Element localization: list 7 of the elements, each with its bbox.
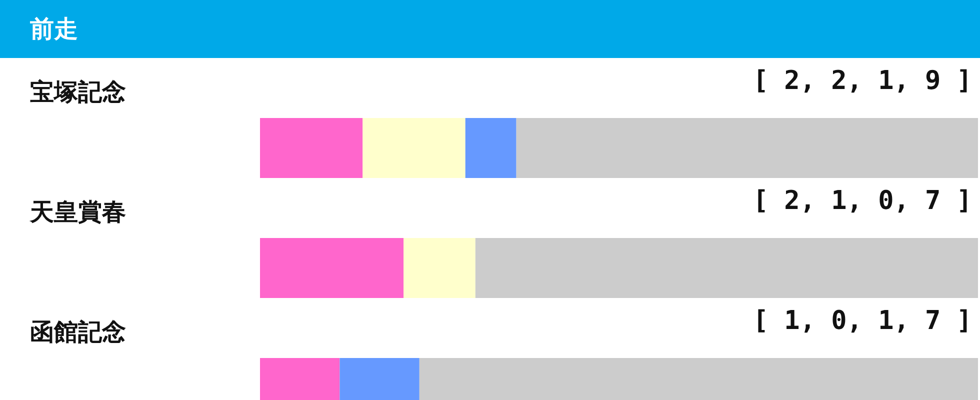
y-tick-label: 天皇賞春 [29, 198, 126, 226]
text: 前走 [0, 0, 980, 58]
annotation: [ 2, 1, 0, 7 ] [752, 186, 972, 216]
y-tick-label: 函館記念 [30, 318, 126, 346]
annotation: [ 2, 2, 1, 9 ] [752, 66, 972, 96]
annotation: [ 1, 0, 1, 7 ] [752, 306, 972, 336]
y-tick-label: 宝塚記念 [30, 78, 126, 106]
